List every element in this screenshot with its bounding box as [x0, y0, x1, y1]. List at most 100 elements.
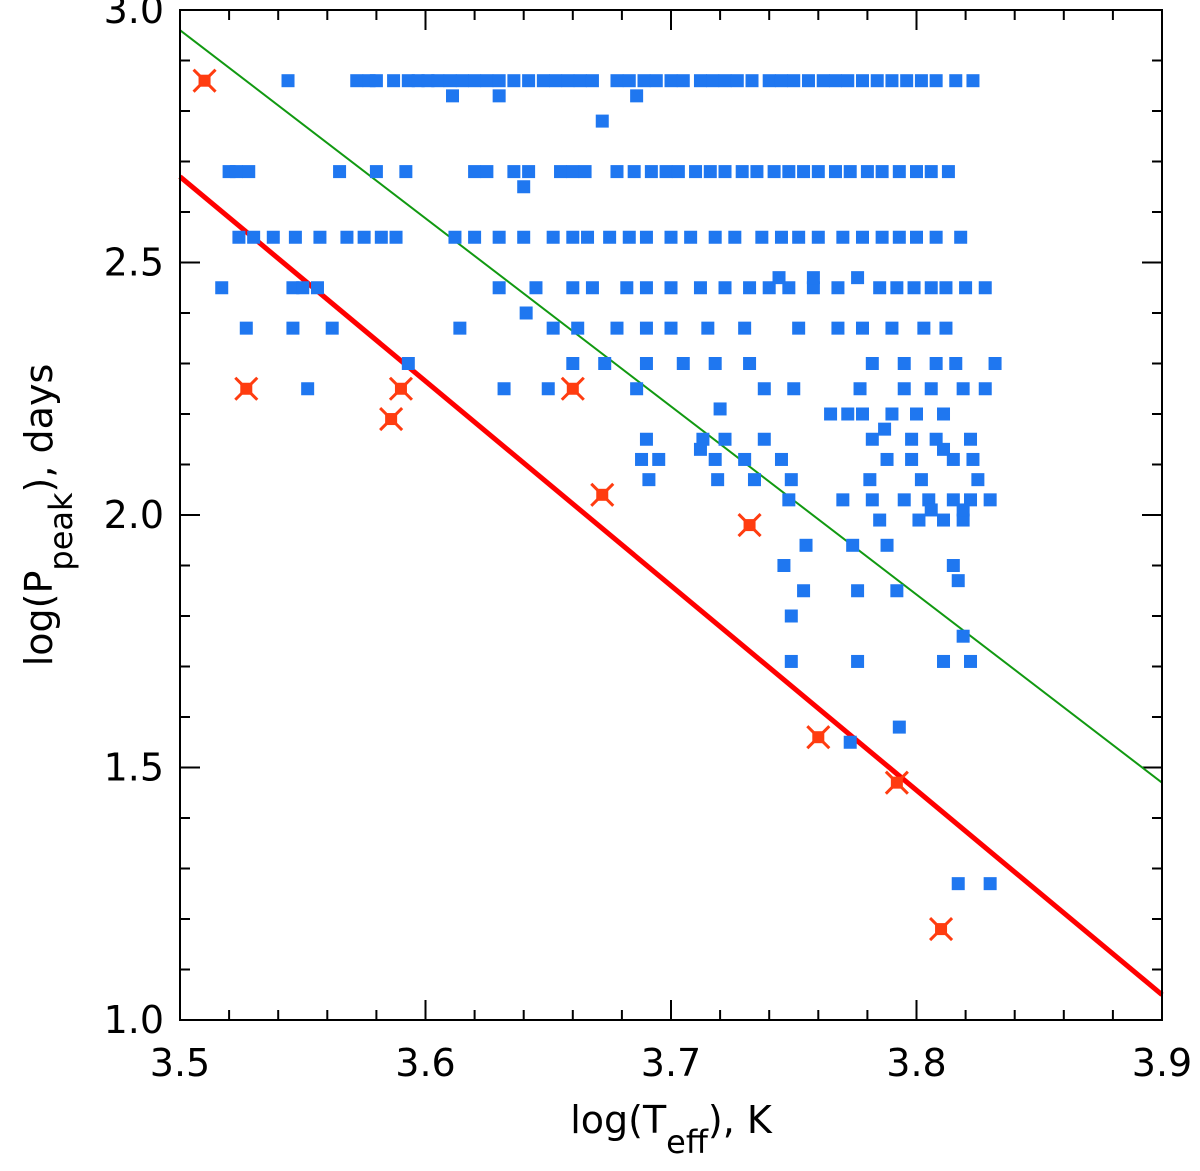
blue-data-point — [242, 165, 256, 179]
blue-data-point — [627, 165, 641, 179]
blue-data-point — [421, 74, 435, 88]
blue-data-point — [401, 357, 415, 370]
blue-data-point — [875, 165, 889, 179]
blue-data-point — [301, 382, 315, 396]
blue-data-point — [851, 271, 865, 285]
blue-data-point — [492, 74, 506, 88]
blue-data-point — [522, 74, 536, 88]
x-axis-title-post: ), K — [708, 1098, 773, 1142]
blue-data-point — [937, 442, 951, 456]
blue-data-point — [529, 281, 543, 295]
blue-data-point — [671, 165, 685, 179]
blue-data-point — [630, 382, 644, 396]
blue-data-point — [885, 321, 899, 335]
blue-data-point — [949, 357, 963, 370]
blue-data-point — [357, 230, 371, 244]
blue-data-point — [816, 74, 830, 88]
blue-data-point — [630, 89, 644, 103]
blue-data-point — [922, 493, 936, 507]
blue-data-point — [924, 382, 938, 396]
blue-data-point — [971, 473, 985, 487]
blue-data-point — [598, 357, 612, 370]
blue-data-point — [718, 74, 732, 88]
blue-data-point — [701, 321, 715, 335]
blue-data-point — [374, 230, 388, 244]
blue-data-point — [966, 74, 980, 88]
blue-data-point — [649, 74, 663, 88]
blue-data-point — [811, 230, 825, 244]
blue-data-point — [517, 180, 531, 194]
blue-data-point — [828, 74, 842, 88]
blue-data-point — [639, 357, 653, 370]
blue-data-point — [924, 503, 938, 517]
blue-data-point — [885, 74, 899, 88]
blue-data-point — [951, 574, 965, 588]
blue-data-point — [964, 493, 978, 507]
blue-data-point — [964, 654, 978, 668]
y-axis-title: log(Ppeak), days — [17, 364, 80, 667]
blue-data-point — [401, 74, 415, 88]
blue-data-point — [664, 281, 678, 295]
blue-data-point — [828, 165, 842, 179]
blue-data-point — [693, 442, 707, 456]
blue-data-point — [387, 74, 401, 88]
blue-data-point — [851, 654, 865, 668]
blue-data-point — [831, 321, 845, 335]
blue-data-point — [878, 422, 892, 436]
green-fit-line — [179, 29, 1163, 784]
blue-data-point — [917, 321, 931, 335]
red-star-series — [192, 68, 954, 942]
blue-data-point — [215, 281, 229, 295]
blue-square-series — [215, 74, 1002, 891]
blue-data-point — [738, 452, 752, 466]
x-axis-title-sub: eff — [666, 1123, 709, 1161]
blue-data-point — [865, 432, 879, 446]
blue-data-point — [836, 493, 850, 507]
blue-data-point — [635, 452, 649, 466]
blue-data-point — [637, 74, 651, 88]
blue-data-point — [782, 165, 796, 179]
x-axis-title-pre: log(T — [570, 1098, 667, 1142]
blue-data-point — [480, 165, 494, 179]
y-tick-label: 1.0 — [104, 998, 164, 1042]
blue-data-point — [399, 165, 413, 179]
blue-data-point — [897, 493, 911, 507]
y-tick-label: 3.0 — [104, 0, 164, 32]
red-fit-line — [178, 174, 1164, 997]
blue-data-point — [492, 89, 506, 103]
blue-data-point — [232, 230, 246, 244]
blue-data-point — [860, 165, 874, 179]
blue-data-point — [566, 357, 580, 370]
blue-data-point — [333, 165, 347, 179]
blue-data-point — [313, 230, 327, 244]
blue-data-point — [610, 165, 624, 179]
blue-data-point — [897, 382, 911, 396]
blue-data-point — [639, 230, 653, 244]
red-data-point — [560, 376, 585, 401]
blue-data-point — [939, 321, 953, 335]
blue-data-point — [468, 165, 482, 179]
blue-data-point — [870, 74, 884, 88]
blue-data-point — [787, 382, 801, 396]
blue-data-point — [964, 432, 978, 446]
blue-data-point — [497, 382, 511, 396]
blue-data-point — [939, 281, 953, 295]
blue-data-point — [706, 74, 720, 88]
blue-data-point — [914, 74, 928, 88]
blue-data-point — [718, 165, 732, 179]
blue-data-point — [340, 230, 354, 244]
blue-data-point — [738, 321, 752, 335]
blue-data-point — [639, 321, 653, 335]
blue-data-point — [480, 74, 494, 88]
blue-data-point — [900, 74, 914, 88]
blue-data-point — [554, 165, 568, 179]
blue-data-point — [747, 473, 761, 487]
blue-data-point — [642, 473, 656, 487]
blue-data-point — [924, 281, 938, 295]
blue-data-point — [541, 382, 555, 396]
blue-data-point — [652, 452, 666, 466]
blue-data-point — [610, 74, 624, 88]
blue-data-point — [890, 281, 904, 295]
blue-data-point — [966, 452, 980, 466]
blue-data-point — [239, 321, 253, 335]
